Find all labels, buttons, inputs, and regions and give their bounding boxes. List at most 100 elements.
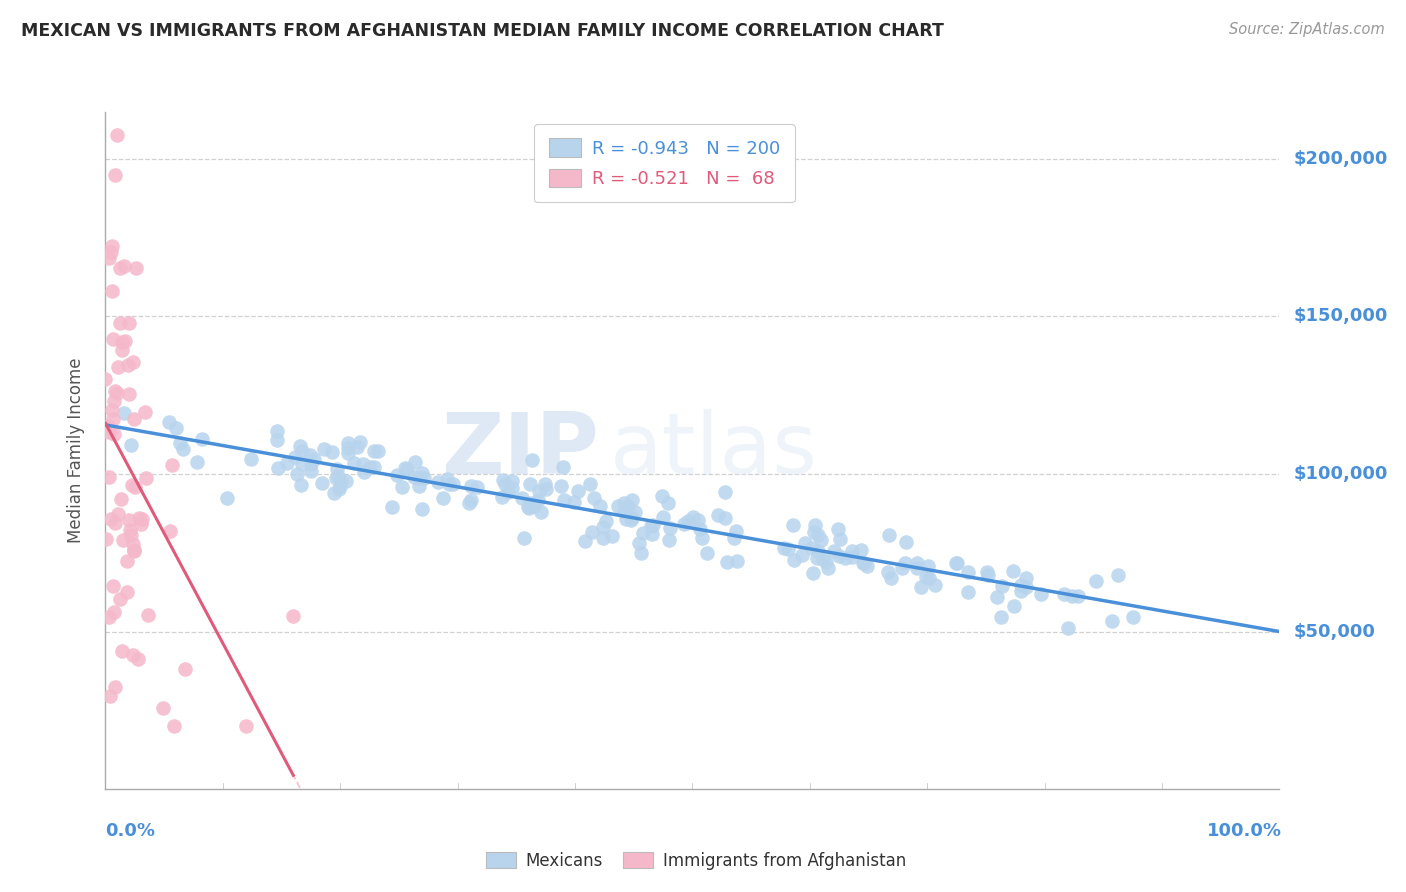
Point bbox=[288, 440, 311, 454]
Point bbox=[523, 499, 546, 513]
Point bbox=[336, 441, 359, 455]
Point bbox=[551, 460, 574, 475]
Point bbox=[513, 531, 536, 545]
Point bbox=[876, 566, 898, 580]
Point bbox=[100, 512, 122, 526]
Point bbox=[600, 529, 623, 543]
Point bbox=[118, 513, 141, 527]
Point bbox=[408, 479, 430, 493]
Point bbox=[630, 545, 652, 559]
Point bbox=[945, 556, 967, 570]
Legend: Mexicans, Immigrants from Afghanistan: Mexicans, Immigrants from Afghanistan bbox=[479, 846, 912, 877]
Point bbox=[658, 533, 681, 547]
Point bbox=[112, 406, 135, 420]
Point bbox=[465, 479, 488, 493]
Point bbox=[152, 701, 174, 715]
Point bbox=[520, 453, 543, 467]
Point bbox=[613, 504, 636, 518]
Point bbox=[606, 499, 628, 513]
Point bbox=[1010, 583, 1032, 598]
Point bbox=[772, 541, 794, 556]
Point bbox=[460, 492, 482, 507]
Point bbox=[579, 476, 602, 491]
Point bbox=[118, 316, 141, 330]
Point bbox=[807, 528, 830, 542]
Point bbox=[432, 491, 454, 505]
Point bbox=[501, 481, 523, 495]
Point bbox=[592, 531, 614, 545]
Point bbox=[1002, 564, 1025, 578]
Point bbox=[827, 522, 849, 536]
Point bbox=[284, 450, 307, 465]
Point bbox=[321, 444, 343, 458]
Point bbox=[311, 476, 333, 491]
Point bbox=[235, 719, 257, 733]
Point bbox=[672, 517, 695, 532]
Point bbox=[621, 511, 644, 525]
Point bbox=[849, 543, 872, 558]
Point bbox=[533, 476, 555, 491]
Point bbox=[103, 516, 125, 530]
Point bbox=[1062, 589, 1084, 603]
Point bbox=[326, 462, 349, 476]
Point bbox=[658, 521, 681, 535]
Point bbox=[534, 482, 557, 496]
Point bbox=[830, 532, 852, 546]
Point bbox=[807, 544, 830, 558]
Point bbox=[363, 444, 385, 458]
Point bbox=[880, 571, 903, 585]
Point bbox=[620, 513, 643, 527]
Point bbox=[402, 469, 425, 483]
Point bbox=[359, 460, 381, 475]
Point bbox=[1014, 571, 1036, 585]
Point bbox=[343, 456, 366, 470]
Point bbox=[725, 524, 748, 538]
Point bbox=[108, 591, 131, 606]
Point bbox=[165, 421, 187, 435]
Point bbox=[574, 534, 596, 549]
Point bbox=[716, 555, 738, 569]
Point bbox=[1053, 587, 1076, 601]
Point bbox=[104, 168, 127, 182]
Point bbox=[896, 535, 918, 549]
Point bbox=[135, 471, 157, 485]
Point bbox=[108, 260, 131, 275]
Point bbox=[103, 605, 125, 619]
Point bbox=[436, 472, 458, 486]
Point bbox=[641, 517, 664, 532]
Point bbox=[353, 465, 375, 479]
Point bbox=[267, 460, 290, 475]
Point bbox=[169, 436, 191, 450]
Point bbox=[652, 510, 675, 524]
Point bbox=[441, 477, 464, 491]
Point bbox=[828, 549, 851, 563]
Point bbox=[101, 579, 124, 593]
Point bbox=[173, 662, 195, 676]
Point bbox=[800, 541, 823, 556]
Point bbox=[877, 528, 900, 542]
Point bbox=[98, 470, 121, 484]
Point bbox=[101, 332, 124, 346]
Point bbox=[823, 543, 845, 558]
Point bbox=[103, 394, 125, 409]
Point bbox=[346, 440, 368, 454]
Point bbox=[121, 478, 143, 492]
Point bbox=[115, 554, 138, 568]
Point bbox=[631, 525, 654, 540]
Point bbox=[527, 492, 550, 507]
Point bbox=[381, 500, 404, 515]
Point bbox=[328, 482, 350, 496]
Point bbox=[367, 444, 389, 458]
Point bbox=[322, 485, 344, 500]
Point bbox=[326, 469, 349, 483]
Point bbox=[519, 496, 541, 510]
Point bbox=[335, 475, 357, 489]
Point bbox=[810, 533, 832, 547]
Point bbox=[217, 491, 239, 506]
Point bbox=[394, 460, 416, 475]
Point bbox=[852, 556, 875, 570]
Point bbox=[688, 513, 710, 527]
Point bbox=[98, 689, 121, 703]
Point bbox=[105, 128, 128, 142]
Point bbox=[1107, 567, 1129, 582]
